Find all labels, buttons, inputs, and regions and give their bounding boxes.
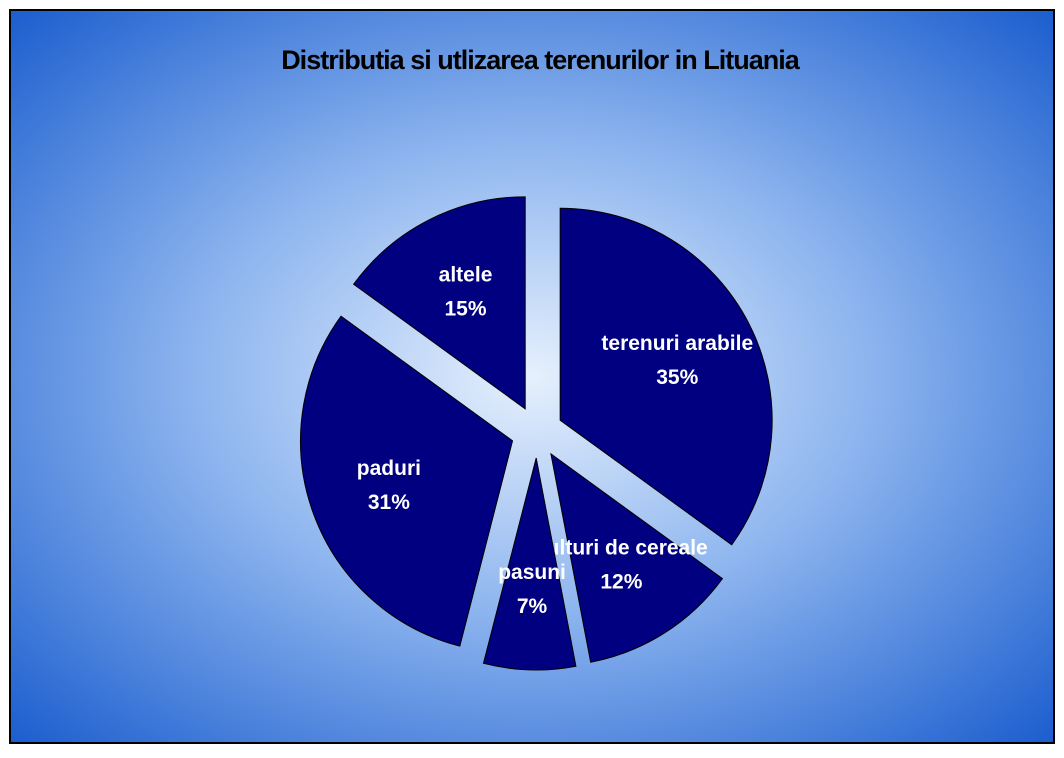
value-label: 15% [445,297,487,320]
slice-label: altele [439,263,493,286]
chart-title: Distributia si utlizarea terenurilor in … [281,45,801,75]
pie-slice [559,207,773,546]
pie-slice [300,315,514,647]
slice-label: pasuni [498,561,566,584]
pie-slice [352,196,526,410]
value-label: 12% [600,570,642,593]
value-label: 7% [517,595,548,618]
pie-slice [550,452,724,663]
value-label: 31% [368,491,410,514]
slice-label: terenuri arabile [601,332,753,355]
slice-label: culturi de cereale [535,536,708,559]
pie-slice [482,457,577,671]
value-label: 35% [656,366,698,389]
slice-label: paduri [357,457,421,480]
